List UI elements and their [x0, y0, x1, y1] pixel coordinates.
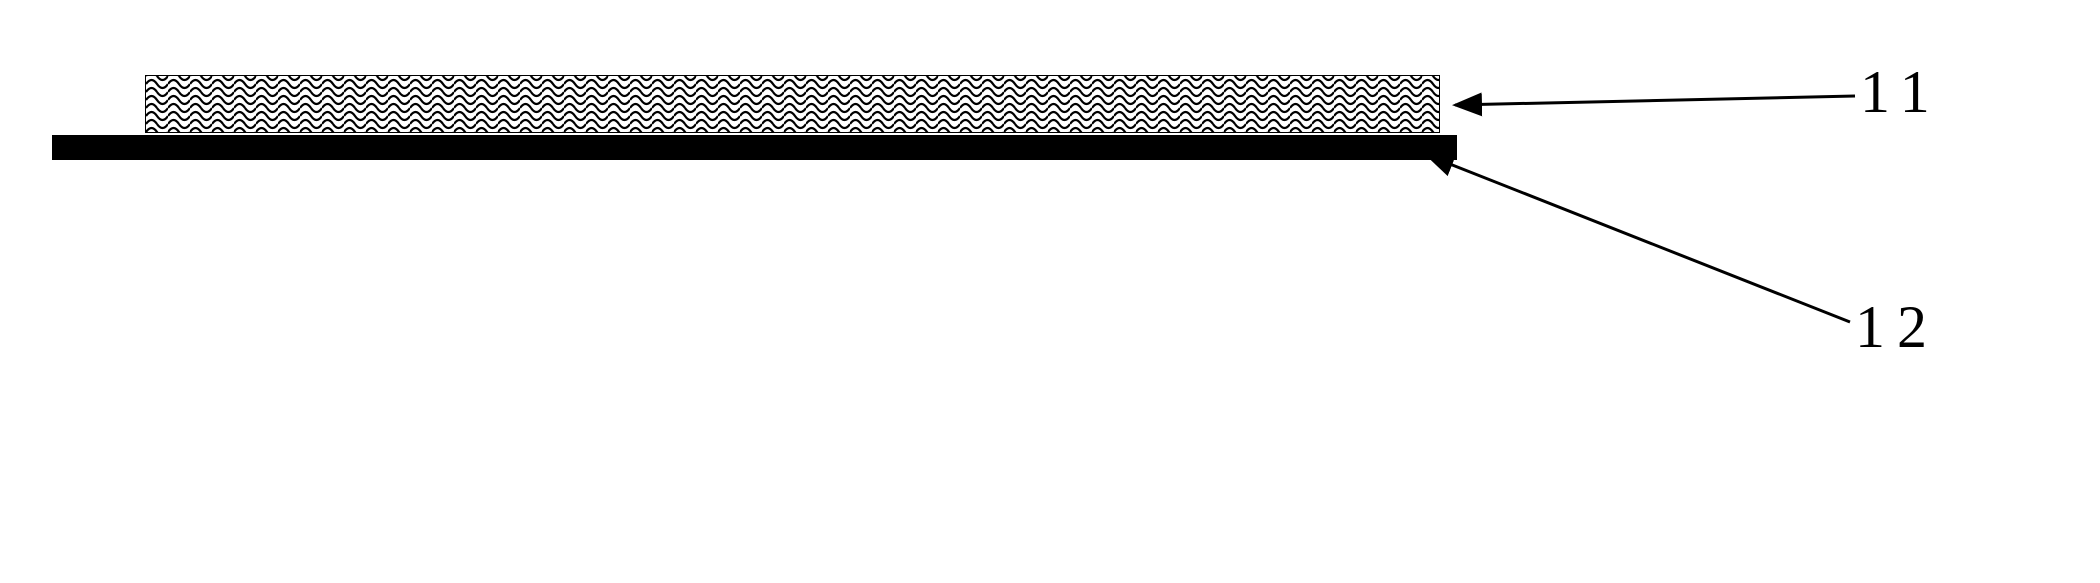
solid-layer: [52, 135, 1457, 160]
label-11: 11: [1860, 58, 1942, 127]
label-12: 12: [1855, 293, 1939, 362]
textured-layer: [145, 75, 1440, 133]
diagram-root: 11 12: [0, 0, 2100, 583]
arrow-11: [1455, 96, 1855, 105]
arrow-12: [1427, 155, 1850, 322]
wave-pattern: [146, 76, 1439, 132]
